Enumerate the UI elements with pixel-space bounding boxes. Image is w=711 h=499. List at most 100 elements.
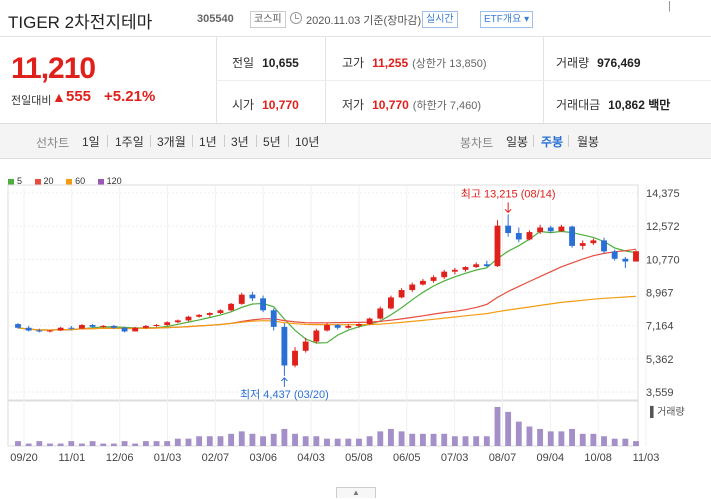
x-tick-label: 08/07: [489, 452, 517, 464]
volume-bar: [451, 436, 458, 446]
divider: [533, 135, 534, 147]
period-1w[interactable]: 1주일: [115, 135, 144, 149]
period-3m[interactable]: 3개월: [157, 135, 186, 149]
volume-bar: [537, 428, 544, 446]
etf-overview-dropdown[interactable]: ETF개요 ▾: [480, 11, 534, 28]
candle: [398, 290, 405, 298]
volume-bar: [281, 428, 288, 446]
x-tick-label: 11/03: [633, 452, 660, 464]
change-percent: +5.21%: [104, 88, 156, 105]
period-1y[interactable]: 1년: [199, 135, 217, 149]
candle: [324, 325, 330, 331]
volume-bar: [324, 438, 330, 446]
candle: [153, 325, 160, 327]
candle: [334, 325, 341, 328]
candle: [462, 267, 469, 270]
volume-bar: [25, 443, 32, 446]
etf-overview-label: ETF개요: [484, 14, 522, 25]
candle: [366, 318, 373, 325]
volume-bar: [174, 438, 181, 446]
volume-bar: [633, 441, 639, 446]
candle: [345, 325, 352, 328]
ma-legend: 5 20 60 120: [8, 176, 132, 186]
candle: [79, 325, 85, 329]
period-5y[interactable]: 5년: [263, 135, 281, 149]
market-badge: 코스피: [250, 11, 286, 28]
y-tick-label: 10,770: [646, 254, 680, 266]
volume-label: ▌거래량: [650, 405, 685, 419]
volume-bar: [121, 441, 128, 446]
y-tick-label: 12,572: [646, 221, 680, 233]
period-weekly[interactable]: 주봉: [541, 135, 564, 149]
candle: [292, 350, 298, 366]
volume-bar: [547, 431, 554, 446]
candle: [419, 280, 426, 285]
candle: [15, 324, 21, 328]
max-arrow-icon: [504, 202, 512, 214]
volume-bar: [579, 433, 586, 446]
candle: [164, 322, 171, 326]
volume-bar: [164, 441, 171, 446]
candle: [430, 277, 437, 281]
period-daily[interactable]: 일봉: [506, 135, 529, 149]
volume-bar: [356, 438, 362, 446]
y-tick-label: 8,967: [646, 288, 674, 300]
min-arrow-icon: [281, 377, 288, 387]
volume-bar: [505, 411, 512, 446]
price-pane-frame: [7, 184, 639, 401]
open-price: 시가 10,770: [232, 96, 299, 113]
volume-bar: [68, 441, 75, 446]
expand-chart-button[interactable]: ▲: [336, 487, 376, 498]
prev-close: 전일 10,655: [232, 54, 299, 71]
reference-date: 2020.11.03 기준(장마감): [306, 15, 422, 27]
candle: [622, 258, 629, 262]
lower-limit: (하한가 7,460): [412, 100, 482, 112]
low-label: 저가: [342, 98, 365, 112]
divider: [150, 135, 151, 147]
volume-bar: [526, 426, 533, 446]
volume-bar: [132, 443, 139, 446]
min-price-annotation: 최저 4,437 (03/20): [240, 388, 329, 401]
period-monthly[interactable]: 월봉: [577, 135, 600, 149]
candle: [569, 226, 575, 246]
candle: [121, 327, 128, 332]
volume-label: 거래량: [556, 56, 590, 70]
current-price: 11,210: [11, 52, 96, 85]
candle: [249, 294, 256, 299]
prev-close-value: 10,655: [262, 56, 299, 70]
legend-ma60-label: 60: [75, 176, 86, 186]
legend-ma60-swatch: [66, 178, 73, 185]
chevron-down-icon: ▾: [524, 14, 530, 25]
realtime-button[interactable]: 실시간: [422, 11, 458, 28]
x-tick-label: 09/04: [537, 452, 565, 464]
volume-bar: [153, 441, 160, 446]
candle: [89, 325, 96, 327]
volume-bar: [47, 443, 53, 446]
period-3y[interactable]: 3년: [231, 135, 249, 149]
divider: [224, 135, 225, 147]
legend-ma120-label: 120: [106, 176, 122, 186]
candle: [611, 251, 618, 259]
x-tick-label: 01/03: [154, 452, 182, 464]
candle: [473, 264, 480, 268]
open-value: 10,770: [262, 98, 299, 112]
legend-ma5: 5: [8, 176, 22, 186]
x-tick-label: 11/01: [58, 452, 85, 464]
legend-ma20: 20: [34, 176, 54, 186]
volume-bar: [377, 431, 384, 446]
candle: [68, 327, 75, 329]
stock-code: 305540: [197, 13, 234, 25]
high-price: 고가 11,255 (상한가 13,850): [342, 54, 487, 71]
candle: [451, 269, 458, 272]
period-1d[interactable]: 1일: [82, 135, 100, 149]
period-10y[interactable]: 10년: [295, 135, 320, 149]
header-bar: TIGER 2차전지테마 305540 코스피 2020.11.03 기준(장마…: [0, 0, 711, 37]
candle-chart-label: 봉차트: [460, 136, 494, 150]
candle: [196, 314, 203, 317]
volume-bar: [142, 441, 149, 446]
volume-bar: [110, 443, 117, 446]
open-label: 시가: [232, 98, 255, 112]
candle: [409, 284, 416, 291]
ma5-line: [17, 230, 637, 344]
